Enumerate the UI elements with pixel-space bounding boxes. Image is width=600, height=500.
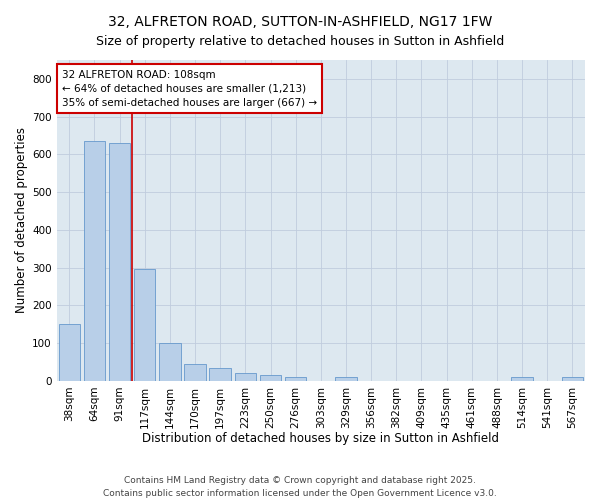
Bar xyxy=(184,364,206,381)
Text: Size of property relative to detached houses in Sutton in Ashfield: Size of property relative to detached ho… xyxy=(96,35,504,48)
X-axis label: Distribution of detached houses by size in Sutton in Ashfield: Distribution of detached houses by size … xyxy=(142,432,499,445)
Bar xyxy=(109,143,130,381)
Bar xyxy=(235,374,256,381)
Text: 32, ALFRETON ROAD, SUTTON-IN-ASHFIELD, NG17 1FW: 32, ALFRETON ROAD, SUTTON-IN-ASHFIELD, N… xyxy=(108,15,492,29)
Bar xyxy=(335,377,356,381)
Text: Contains HM Land Registry data © Crown copyright and database right 2025.
Contai: Contains HM Land Registry data © Crown c… xyxy=(103,476,497,498)
Bar xyxy=(285,377,307,381)
Bar xyxy=(511,377,533,381)
Bar xyxy=(83,141,105,381)
Bar xyxy=(59,324,80,381)
Bar xyxy=(562,377,583,381)
Bar xyxy=(209,368,231,381)
Y-axis label: Number of detached properties: Number of detached properties xyxy=(15,128,28,314)
Bar xyxy=(159,343,181,381)
Bar xyxy=(134,270,155,381)
Bar xyxy=(260,375,281,381)
Text: 32 ALFRETON ROAD: 108sqm
← 64% of detached houses are smaller (1,213)
35% of sem: 32 ALFRETON ROAD: 108sqm ← 64% of detach… xyxy=(62,70,317,108)
